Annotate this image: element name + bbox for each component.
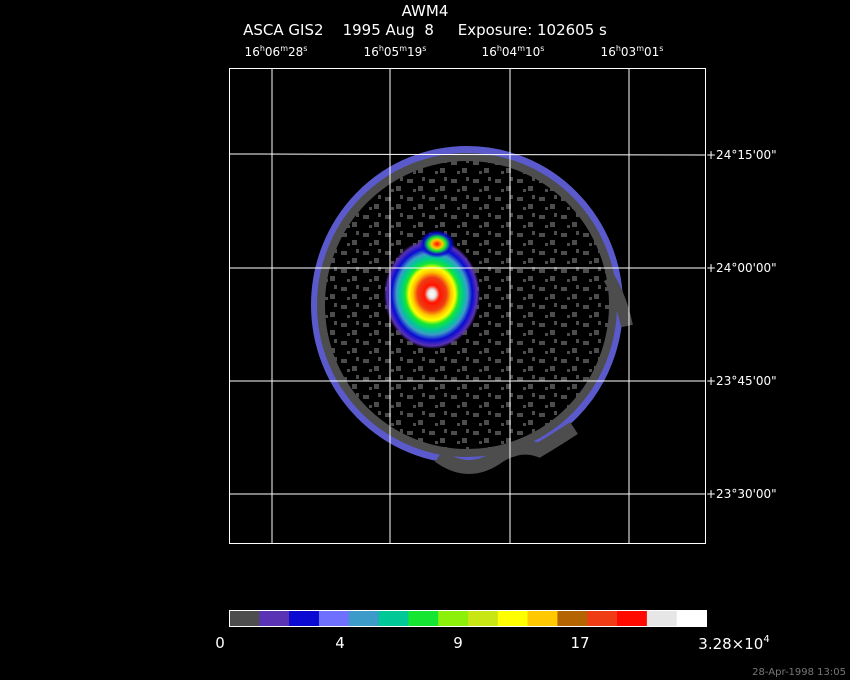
colorbar-label: 4 — [335, 634, 345, 652]
ra-tick-label: 16h06m28s — [244, 44, 308, 59]
colorbar-label: 17 — [570, 634, 590, 652]
colorbar-swatch — [318, 610, 350, 627]
ra-tick-label: 16h03m01s — [600, 44, 664, 59]
colorbar-swatch — [617, 610, 648, 627]
colorbar-swatch — [676, 610, 707, 627]
plot-subtitle: ASCA GIS2 1995 Aug 8 Exposure: 102605 s — [243, 21, 607, 39]
colorbar-swatch — [587, 610, 618, 627]
colorbar-swatch — [229, 610, 260, 627]
xray-image-plot — [229, 68, 706, 544]
colorbar-swatch — [468, 610, 499, 627]
colorbar-swatch — [527, 610, 558, 627]
timestamp: 28-Apr-1998 13:05 — [752, 667, 846, 678]
colorbar-swatch — [289, 610, 320, 627]
colorbar-swatch — [497, 610, 528, 627]
ra-tick-label: 16h05m19s — [363, 44, 427, 59]
colorbar-swatch — [378, 610, 409, 627]
dec-tick-label: +23°30'00" — [706, 487, 777, 501]
colorbar-swatch — [408, 610, 439, 627]
dec-tick-label: +23°45'00" — [706, 374, 777, 388]
coordinate-grid — [229, 68, 706, 544]
plot-title: AWM4 — [401, 2, 449, 20]
dec-tick-label: +24°00'00" — [706, 261, 777, 275]
colorbar-label: 9 — [453, 634, 463, 652]
colorbar-swatch — [557, 610, 588, 627]
colorbar-label: 0 — [215, 634, 225, 652]
dec-tick-label: +24°15'00" — [706, 148, 777, 162]
colorbar-swatch — [438, 610, 469, 627]
cluster-emission — [384, 230, 480, 349]
colorbar-swatch — [348, 610, 379, 627]
ra-tick-label: 16h04m10s — [481, 44, 545, 59]
colorbar-label-max: 3.28×104 — [698, 634, 770, 653]
colorbar-swatch — [646, 610, 677, 627]
colorbar-swatch — [259, 610, 290, 627]
colorbar — [229, 610, 707, 627]
